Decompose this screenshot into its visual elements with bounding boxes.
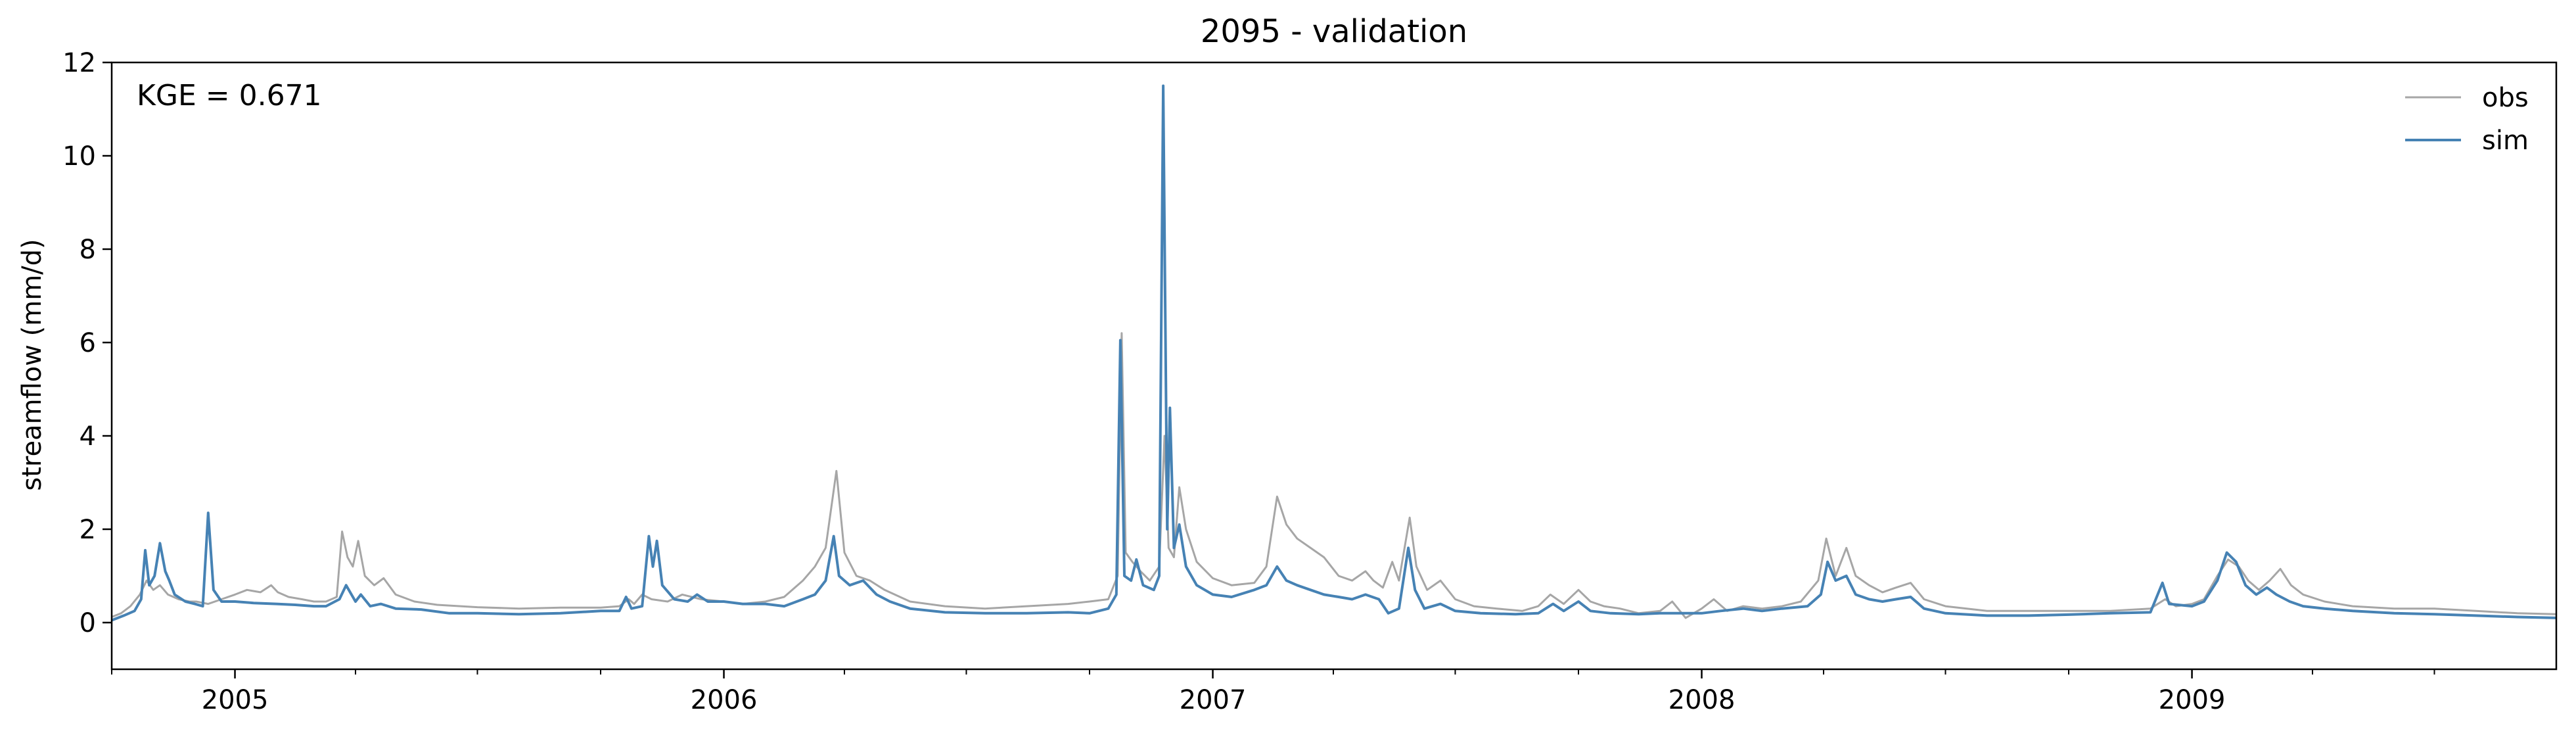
plot-area: 0 2 4 6 8 10 12 2005 2006 2007 2008 2009 [62, 48, 2558, 715]
kge-annotation: KGE = 0.671 [137, 79, 322, 112]
y-tick-label: 12 [62, 48, 96, 78]
y-tick-label: 10 [62, 141, 96, 172]
legend[interactable]: obs sim [2405, 83, 2529, 156]
y-tick-label: 2 [80, 515, 96, 545]
x-tick-label: 2009 [2159, 685, 2226, 715]
x-tick-label: 2008 [1668, 685, 1736, 715]
x-axis-ticks: 2005 2006 2007 2008 2009 [111, 669, 2435, 715]
x-tick-label: 2007 [1180, 685, 1247, 715]
y-axis-ticks: 0 2 4 6 8 10 12 [62, 48, 112, 638]
legend-label-sim: sim [2482, 126, 2529, 156]
series-line-sim [111, 84, 2557, 622]
y-axis-label: streamflow (mm/d) [17, 239, 47, 490]
y-tick-label: 0 [80, 608, 96, 638]
series-line-obs [111, 332, 2557, 619]
series-layer [111, 84, 2557, 622]
x-tick-label: 2005 [202, 685, 269, 715]
y-tick-label: 4 [80, 421, 96, 452]
chart-title: 2095 - validation [1201, 13, 1467, 50]
legend-label-obs: obs [2482, 83, 2529, 113]
y-tick-label: 8 [80, 235, 96, 265]
y-tick-label: 6 [80, 328, 96, 358]
plot-frame [110, 61, 2558, 671]
x-tick-label: 2006 [691, 685, 758, 715]
